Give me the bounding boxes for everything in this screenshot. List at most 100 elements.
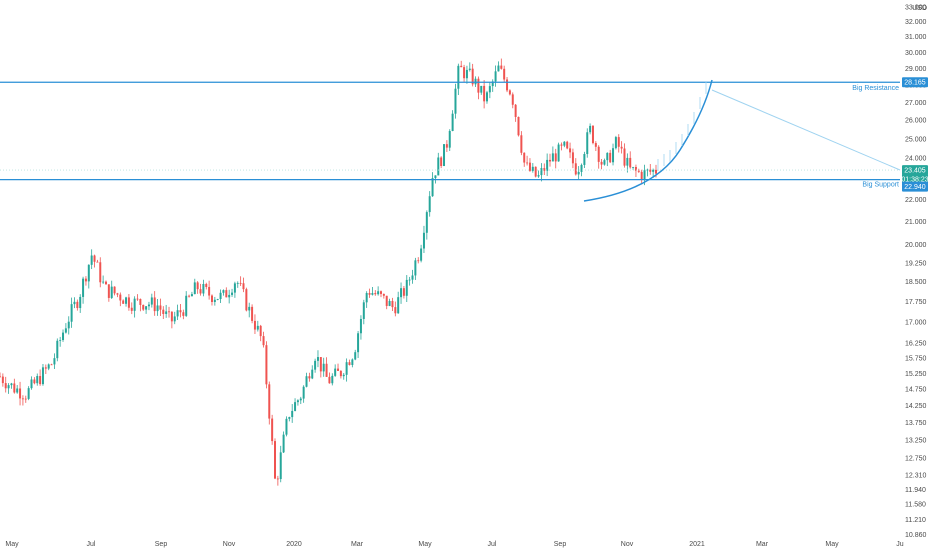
candle-body xyxy=(471,68,474,85)
candle-body xyxy=(400,288,403,298)
x-tick-label: May xyxy=(825,541,839,548)
x-tick-label: 2020 xyxy=(286,541,302,548)
candle-body xyxy=(308,376,311,379)
candle-body xyxy=(597,146,600,162)
x-tick-label: Sep xyxy=(155,541,168,548)
candle-body xyxy=(537,175,540,177)
candle-body xyxy=(577,171,580,175)
candle-body xyxy=(391,300,394,308)
y-tick-label: 17.000 xyxy=(905,319,927,326)
candle-body xyxy=(236,282,239,284)
support-price-tag-bg xyxy=(902,181,928,192)
candle-body xyxy=(99,262,102,283)
curve-support[interactable] xyxy=(583,79,713,202)
y-tick-label: 12.310 xyxy=(905,472,927,479)
candle-body xyxy=(629,157,632,168)
candle-body xyxy=(551,153,554,162)
candle-body xyxy=(609,152,612,163)
candle-body xyxy=(133,298,136,311)
candle-body xyxy=(319,357,322,372)
x-tick-label: Sep xyxy=(554,541,567,548)
candle-body xyxy=(377,291,380,295)
candle-body xyxy=(288,417,291,419)
candle-body xyxy=(440,157,443,166)
candle-body xyxy=(39,376,42,385)
candle-body xyxy=(606,152,609,161)
candle-body xyxy=(314,360,317,370)
candle-body xyxy=(540,168,543,176)
candle-body xyxy=(445,144,448,148)
candle-body xyxy=(208,286,211,296)
candle-body xyxy=(474,78,477,85)
y-tick-label: 15.250 xyxy=(905,371,927,378)
candle-body xyxy=(27,388,30,399)
candle-body xyxy=(47,364,50,369)
candle-body xyxy=(59,340,62,341)
candle-body xyxy=(56,340,59,359)
y-tick-label: 11.210 xyxy=(905,517,926,524)
y-tick-label: 31.000 xyxy=(905,34,927,41)
candle-body xyxy=(411,275,414,280)
candle-body xyxy=(457,65,460,89)
candle-body xyxy=(299,398,302,401)
candle-body xyxy=(337,368,340,371)
candle-body xyxy=(497,65,500,72)
candle-body xyxy=(451,113,454,131)
y-tick-label: 26.000 xyxy=(905,118,927,125)
candle-body xyxy=(16,388,19,393)
candle-body xyxy=(643,170,646,180)
x-tick-label: Jul xyxy=(488,541,497,548)
countdown-tag: 01:38:23 xyxy=(901,177,928,184)
candle-body xyxy=(156,305,159,312)
candle-body xyxy=(557,144,560,162)
candle-body xyxy=(402,288,405,296)
candle-body xyxy=(563,141,566,146)
projection-line[interactable] xyxy=(711,89,901,171)
candle-body xyxy=(147,304,150,307)
candle-body xyxy=(70,304,73,322)
y-tick-label: 18.500 xyxy=(905,279,927,286)
candle-body xyxy=(566,141,569,149)
x-tick-label: Jul xyxy=(87,541,96,548)
candle-body xyxy=(87,264,90,282)
candle-body xyxy=(591,125,594,144)
candle-body xyxy=(251,306,254,321)
candle-body xyxy=(546,159,549,171)
candle-body xyxy=(514,104,517,117)
candle-body xyxy=(182,312,185,316)
support-price-tag: 22.940 xyxy=(904,184,926,191)
candle-body xyxy=(322,363,325,372)
y-tick-label: 20.000 xyxy=(905,242,927,249)
candle-body xyxy=(162,309,165,314)
candle-body xyxy=(534,166,537,177)
candle-body xyxy=(477,78,480,93)
candle-body xyxy=(583,154,586,165)
candle-body xyxy=(431,178,434,197)
candle-body xyxy=(271,418,274,442)
candle-body xyxy=(130,307,133,311)
x-tick-label: May xyxy=(418,541,432,548)
candle-body xyxy=(139,299,142,305)
candle-body xyxy=(219,292,222,300)
candle-body xyxy=(30,379,33,389)
candle-body xyxy=(480,85,483,93)
candle-body xyxy=(371,293,374,295)
candle-body xyxy=(569,148,572,153)
candle-body xyxy=(302,386,305,399)
candle-body xyxy=(434,175,437,179)
candle-body xyxy=(253,320,256,330)
x-tick-label: Mar xyxy=(756,541,769,548)
y-tick-label: 19.250 xyxy=(905,260,927,267)
candle-body xyxy=(603,160,606,165)
candle-body xyxy=(79,296,82,309)
candle-body xyxy=(328,376,331,384)
y-tick-label: 32.000 xyxy=(905,19,927,26)
candle-body xyxy=(90,255,93,265)
candle-body xyxy=(7,385,10,389)
candle-body xyxy=(185,295,188,316)
candle-body xyxy=(600,161,603,165)
y-axis-unit: USD xyxy=(912,5,927,12)
candle-body xyxy=(233,283,236,293)
